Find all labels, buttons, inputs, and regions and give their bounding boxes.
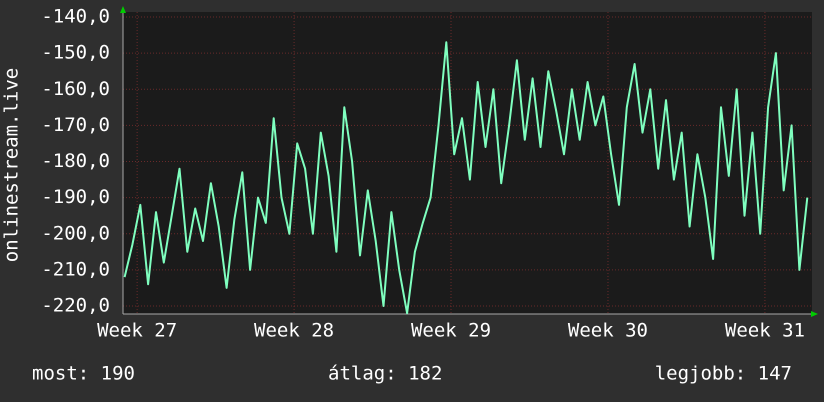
y-axis-label: onlinestream.live — [1, 68, 23, 262]
y-tick-label: -220,0 — [41, 295, 110, 317]
footer-average: átlag: 182 — [328, 363, 442, 385]
x-tick-label: Week 30 — [568, 320, 648, 342]
y-tick-label: -210,0 — [41, 258, 110, 280]
y-tick-label: -200,0 — [41, 222, 110, 244]
y-tick-label: -180,0 — [41, 150, 110, 172]
plot — [122, 10, 816, 315]
y-tick-label: -160,0 — [41, 78, 110, 100]
x-tick-label: Week 28 — [254, 320, 334, 342]
footer-best: legjobb: 147 — [655, 363, 792, 385]
y-tick-label: -170,0 — [41, 114, 110, 136]
footer-current: most: 190 — [32, 363, 135, 385]
y-tick-label: -150,0 — [41, 42, 110, 64]
y-tick-label: -190,0 — [41, 186, 110, 208]
y-tick-label: -140,0 — [41, 6, 110, 28]
x-tick-label: Week 29 — [411, 320, 491, 342]
x-tick-label: Week 27 — [97, 320, 177, 342]
y-axis-arrow — [120, 6, 126, 13]
x-axis-arrow — [811, 311, 818, 317]
x-tick-label: Week 31 — [725, 320, 805, 342]
data-line — [123, 41, 809, 315]
